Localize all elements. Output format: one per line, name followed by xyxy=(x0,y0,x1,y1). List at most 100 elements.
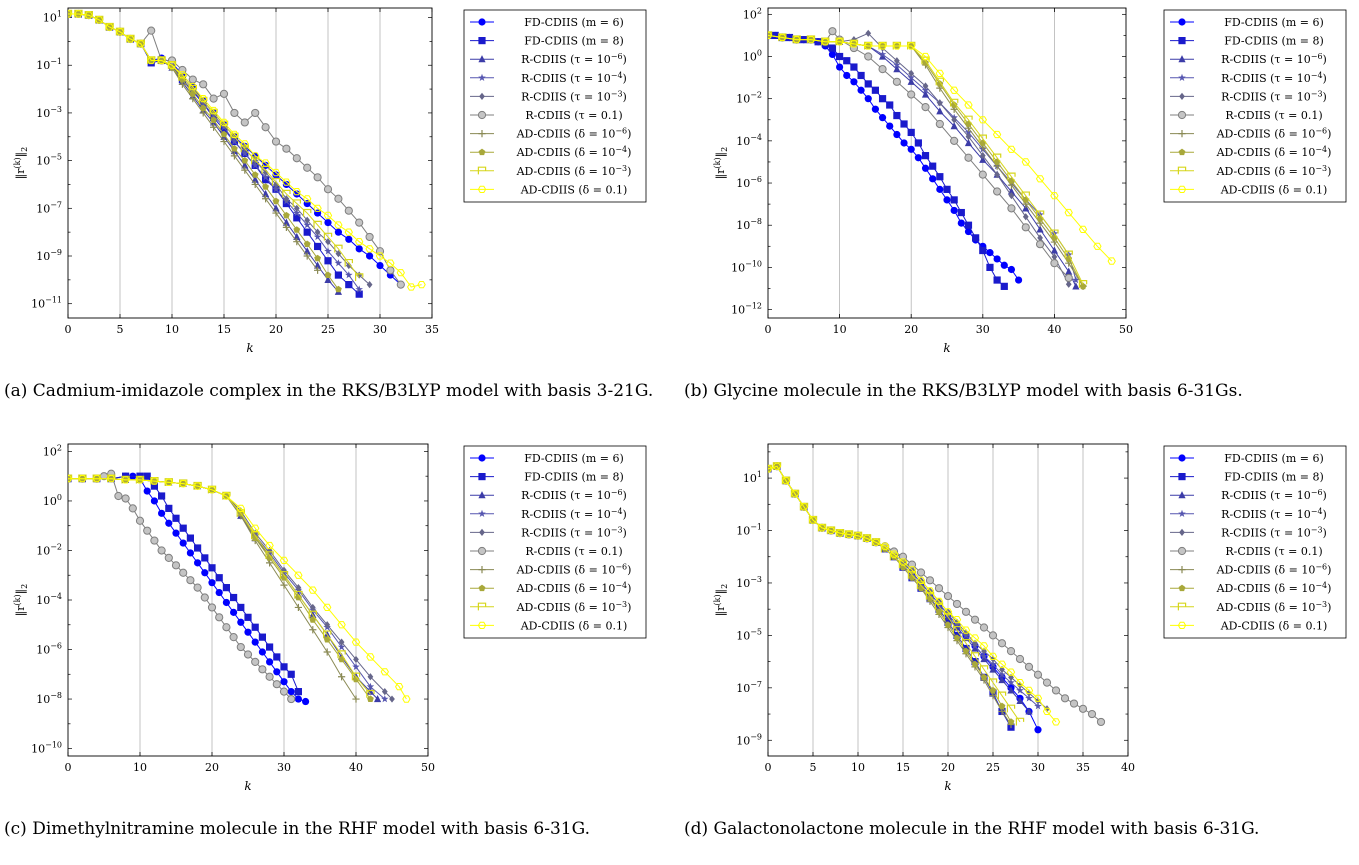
data-point xyxy=(164,478,173,486)
data-point xyxy=(215,613,224,622)
data-point xyxy=(950,101,958,108)
data-point xyxy=(337,650,346,659)
data-point xyxy=(323,630,332,639)
data-point xyxy=(282,178,291,186)
data-point xyxy=(314,261,322,269)
data-point xyxy=(971,660,979,668)
data-point xyxy=(188,75,197,84)
data-point xyxy=(313,204,322,212)
x-tick-label: 25 xyxy=(321,323,335,336)
data-point xyxy=(172,529,180,537)
data-point xyxy=(998,702,1006,710)
plot-frame xyxy=(767,7,1127,319)
data-point xyxy=(1000,261,1008,269)
data-point xyxy=(266,658,274,666)
legend-marker xyxy=(1177,185,1187,193)
data-point xyxy=(964,101,973,109)
chart-b: 0 10 20 30 40 50 102 100 10−2 10−4 10−6 10−8 10−10 10… xyxy=(713,6,1347,355)
data-point xyxy=(208,564,216,572)
data-point xyxy=(1069,699,1079,708)
data-point xyxy=(850,78,858,86)
data-point xyxy=(215,588,223,597)
data-point xyxy=(1050,229,1059,238)
data-point xyxy=(209,106,218,115)
data-point xyxy=(943,608,953,616)
data-point xyxy=(1006,647,1016,656)
data-point xyxy=(921,86,930,94)
legend-label: R-CDIIS (τ = 10−6) xyxy=(521,52,627,66)
data-point xyxy=(179,524,187,532)
data-point xyxy=(1037,234,1043,242)
data-point xyxy=(871,538,881,546)
data-point xyxy=(993,187,1002,196)
data-point xyxy=(324,271,332,278)
data-point xyxy=(334,244,343,253)
data-point xyxy=(957,208,965,217)
data-point xyxy=(230,137,239,145)
data-point xyxy=(230,152,238,160)
data-point xyxy=(314,266,322,274)
data-point xyxy=(280,574,288,581)
data-point xyxy=(366,682,375,690)
series-line-5 xyxy=(68,13,370,285)
data-point xyxy=(900,120,908,128)
data-point xyxy=(293,209,301,217)
data-point xyxy=(768,31,773,36)
chart-d: 0 5 10 15 20 25 30 35 40 101 10−1 10−3 10−5 10−7 10−9 k… xyxy=(713,443,1347,793)
legend-box xyxy=(463,9,647,203)
data-point xyxy=(207,603,217,612)
legend-label: FD-CDIIS (m = 6) xyxy=(524,16,624,29)
legend-marker xyxy=(478,148,486,156)
data-point xyxy=(179,539,187,547)
data-point xyxy=(287,688,295,696)
data-point xyxy=(999,665,1005,674)
data-point xyxy=(334,271,342,279)
data-point xyxy=(1087,709,1097,719)
y-tick-label: 10−6 xyxy=(736,175,762,190)
data-point xyxy=(251,161,259,169)
data-point xyxy=(886,101,894,109)
data-point xyxy=(1042,707,1052,715)
data-point xyxy=(989,660,997,668)
data-point xyxy=(1051,686,1061,695)
data-point xyxy=(345,235,353,243)
data-point xyxy=(1078,280,1088,288)
data-point xyxy=(324,621,331,629)
data-point xyxy=(1078,225,1088,233)
data-point xyxy=(407,283,416,291)
data-point xyxy=(936,173,944,181)
data-point xyxy=(935,77,945,86)
legend-label: R-CDIIS (τ = 10−4) xyxy=(521,507,627,521)
data-point xyxy=(381,695,389,703)
data-point xyxy=(121,476,130,484)
data-point xyxy=(828,44,837,52)
x-tick-label: 0 xyxy=(765,323,772,336)
y-tick-label: 10−7 xyxy=(36,200,62,215)
legend-marker xyxy=(478,584,486,592)
data-point xyxy=(376,261,384,270)
data-point xyxy=(1065,255,1073,262)
data-point xyxy=(220,126,228,134)
data-point xyxy=(988,652,998,660)
data-point xyxy=(107,475,116,483)
data-point xyxy=(262,168,269,177)
legend-a: FD-CDIIS (m = 6) FD-CDIIS (m = 8) R-CDIIS … xyxy=(463,9,647,203)
data-point xyxy=(864,80,872,88)
data-point xyxy=(768,464,773,469)
data-point xyxy=(78,475,87,483)
data-point xyxy=(244,628,252,636)
data-point xyxy=(179,480,188,488)
data-point xyxy=(303,221,311,229)
data-point xyxy=(978,134,987,143)
y-tick-label: 10−4 xyxy=(736,133,762,148)
data-point xyxy=(1025,707,1033,715)
x-tick-label: 25 xyxy=(986,761,1000,774)
data-point xyxy=(998,675,1006,684)
x-axis-label: k xyxy=(244,779,251,793)
x-axis-label: k xyxy=(944,779,951,793)
data-point xyxy=(961,639,971,647)
x-tick-label: 50 xyxy=(421,761,435,774)
series-line-8 xyxy=(68,478,371,700)
data-point xyxy=(1025,694,1033,702)
data-point xyxy=(210,123,218,131)
